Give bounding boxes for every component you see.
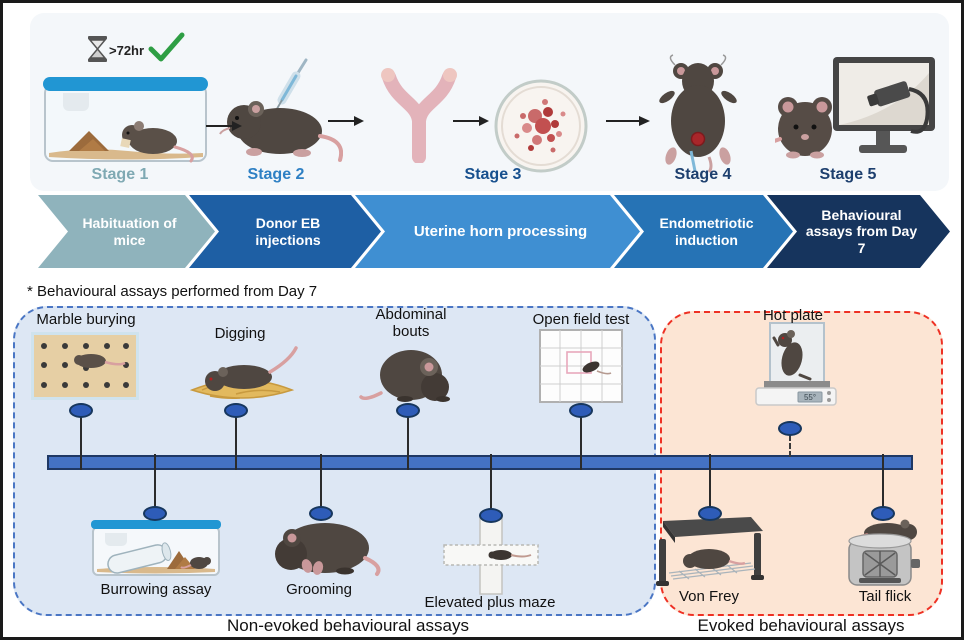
footnote: * Behavioural assays performed from Day …	[27, 283, 318, 300]
timeline-node	[698, 506, 722, 521]
timeline-bar	[47, 455, 913, 470]
mouse-injection-illustration	[219, 58, 343, 162]
evoked-caption: Evoked behavioural assays	[697, 616, 905, 635]
timeline-node	[569, 403, 593, 418]
chevron-donor-eb: Donor EB injections	[189, 195, 381, 268]
marble-burying-illustration	[31, 332, 139, 400]
marble-burying-label: Marble burying	[36, 311, 136, 328]
chevron-behavioural-label: Behavioural assays from Day 7	[805, 206, 918, 256]
mouse-monitor-illustration	[775, 57, 935, 159]
burrowing-illustration	[91, 520, 221, 576]
digging-illustration	[189, 346, 298, 399]
burrowing-label: Burrowing assay	[100, 581, 212, 598]
elevated-plus-maze-illustration	[443, 515, 539, 595]
chevron-induction-label: Endometriotic induction	[659, 214, 754, 248]
arrow-icon	[206, 121, 242, 131]
connector-line	[235, 417, 237, 470]
connector-line	[154, 454, 156, 507]
timeline-node	[778, 421, 802, 436]
von-frey-label: Von Frey	[678, 588, 740, 605]
connector-line	[80, 417, 82, 470]
grooming-illustration	[275, 523, 381, 576]
arrow-icon	[328, 116, 364, 126]
chevron-habituation-label: Habituation of mice	[82, 214, 177, 248]
timeline-node	[309, 506, 333, 521]
hot-plate-illustration: 55°	[755, 322, 837, 406]
von-frey-illustration	[656, 517, 764, 586]
abdominal-bouts-illustration	[359, 350, 450, 402]
connector-line	[320, 454, 322, 507]
open-field-illustration	[539, 329, 623, 403]
timeline-node	[143, 506, 167, 521]
connector-line	[407, 417, 409, 470]
arrow-icon	[606, 116, 650, 126]
timeline-node	[396, 403, 420, 418]
abdominal-bouts-label: Abdominal bouts	[375, 306, 447, 340]
checkmark-icon	[148, 32, 185, 62]
stage-5-label: Stage 5	[819, 166, 877, 183]
tail-flick-illustration	[848, 519, 920, 586]
connector-line	[490, 454, 492, 509]
camera-icon	[867, 81, 911, 107]
timeline-node	[224, 403, 248, 418]
grooming-label: Grooming	[286, 581, 352, 598]
petri-dish-illustration	[494, 79, 588, 173]
non-evoked-caption: Non-evoked behavioural assays	[227, 616, 469, 635]
connector-line	[709, 454, 711, 507]
hot-plate-label: Hot plate	[762, 307, 824, 324]
stage-1-label: Stage 1	[91, 166, 149, 183]
chevron-uterine-horn: Uterine horn processing	[355, 195, 640, 268]
habituation-duration: >72hr	[109, 43, 145, 58]
timeline-node	[69, 403, 93, 418]
connector-line	[882, 454, 884, 507]
hourglass-icon	[88, 36, 107, 62]
timeline-node	[479, 508, 503, 523]
open-field-label: Open field test	[532, 311, 630, 328]
stage-4-label: Stage 4	[674, 166, 732, 183]
timeline-node	[871, 506, 895, 521]
tail-flick-label: Tail flick	[858, 588, 912, 605]
connector-line	[580, 417, 582, 470]
stage-2-label: Stage 2	[247, 166, 305, 183]
chevron-behavioural: Behavioural assays from Day 7	[767, 195, 950, 268]
mouse-induction-illustration	[659, 54, 737, 173]
mouse-cage-illustration	[43, 77, 208, 163]
elevated-plus-maze-label: Elevated plus maze	[424, 594, 556, 611]
chevron-uterine-horn-label: Uterine horn processing	[413, 222, 588, 240]
digging-label: Digging	[214, 325, 266, 342]
chevron-induction: Endometriotic induction	[614, 195, 793, 268]
chevron-donor-eb-label: Donor EB injections	[255, 214, 321, 248]
arrow-icon	[453, 116, 489, 126]
hot-plate-temperature: 55°	[804, 393, 816, 402]
chevron-habituation: Habituation of mice	[38, 195, 215, 268]
uterine-horn-illustration	[381, 68, 457, 163]
stage-3-label: Stage 3	[464, 166, 522, 183]
connector-line-dashed	[789, 435, 791, 457]
